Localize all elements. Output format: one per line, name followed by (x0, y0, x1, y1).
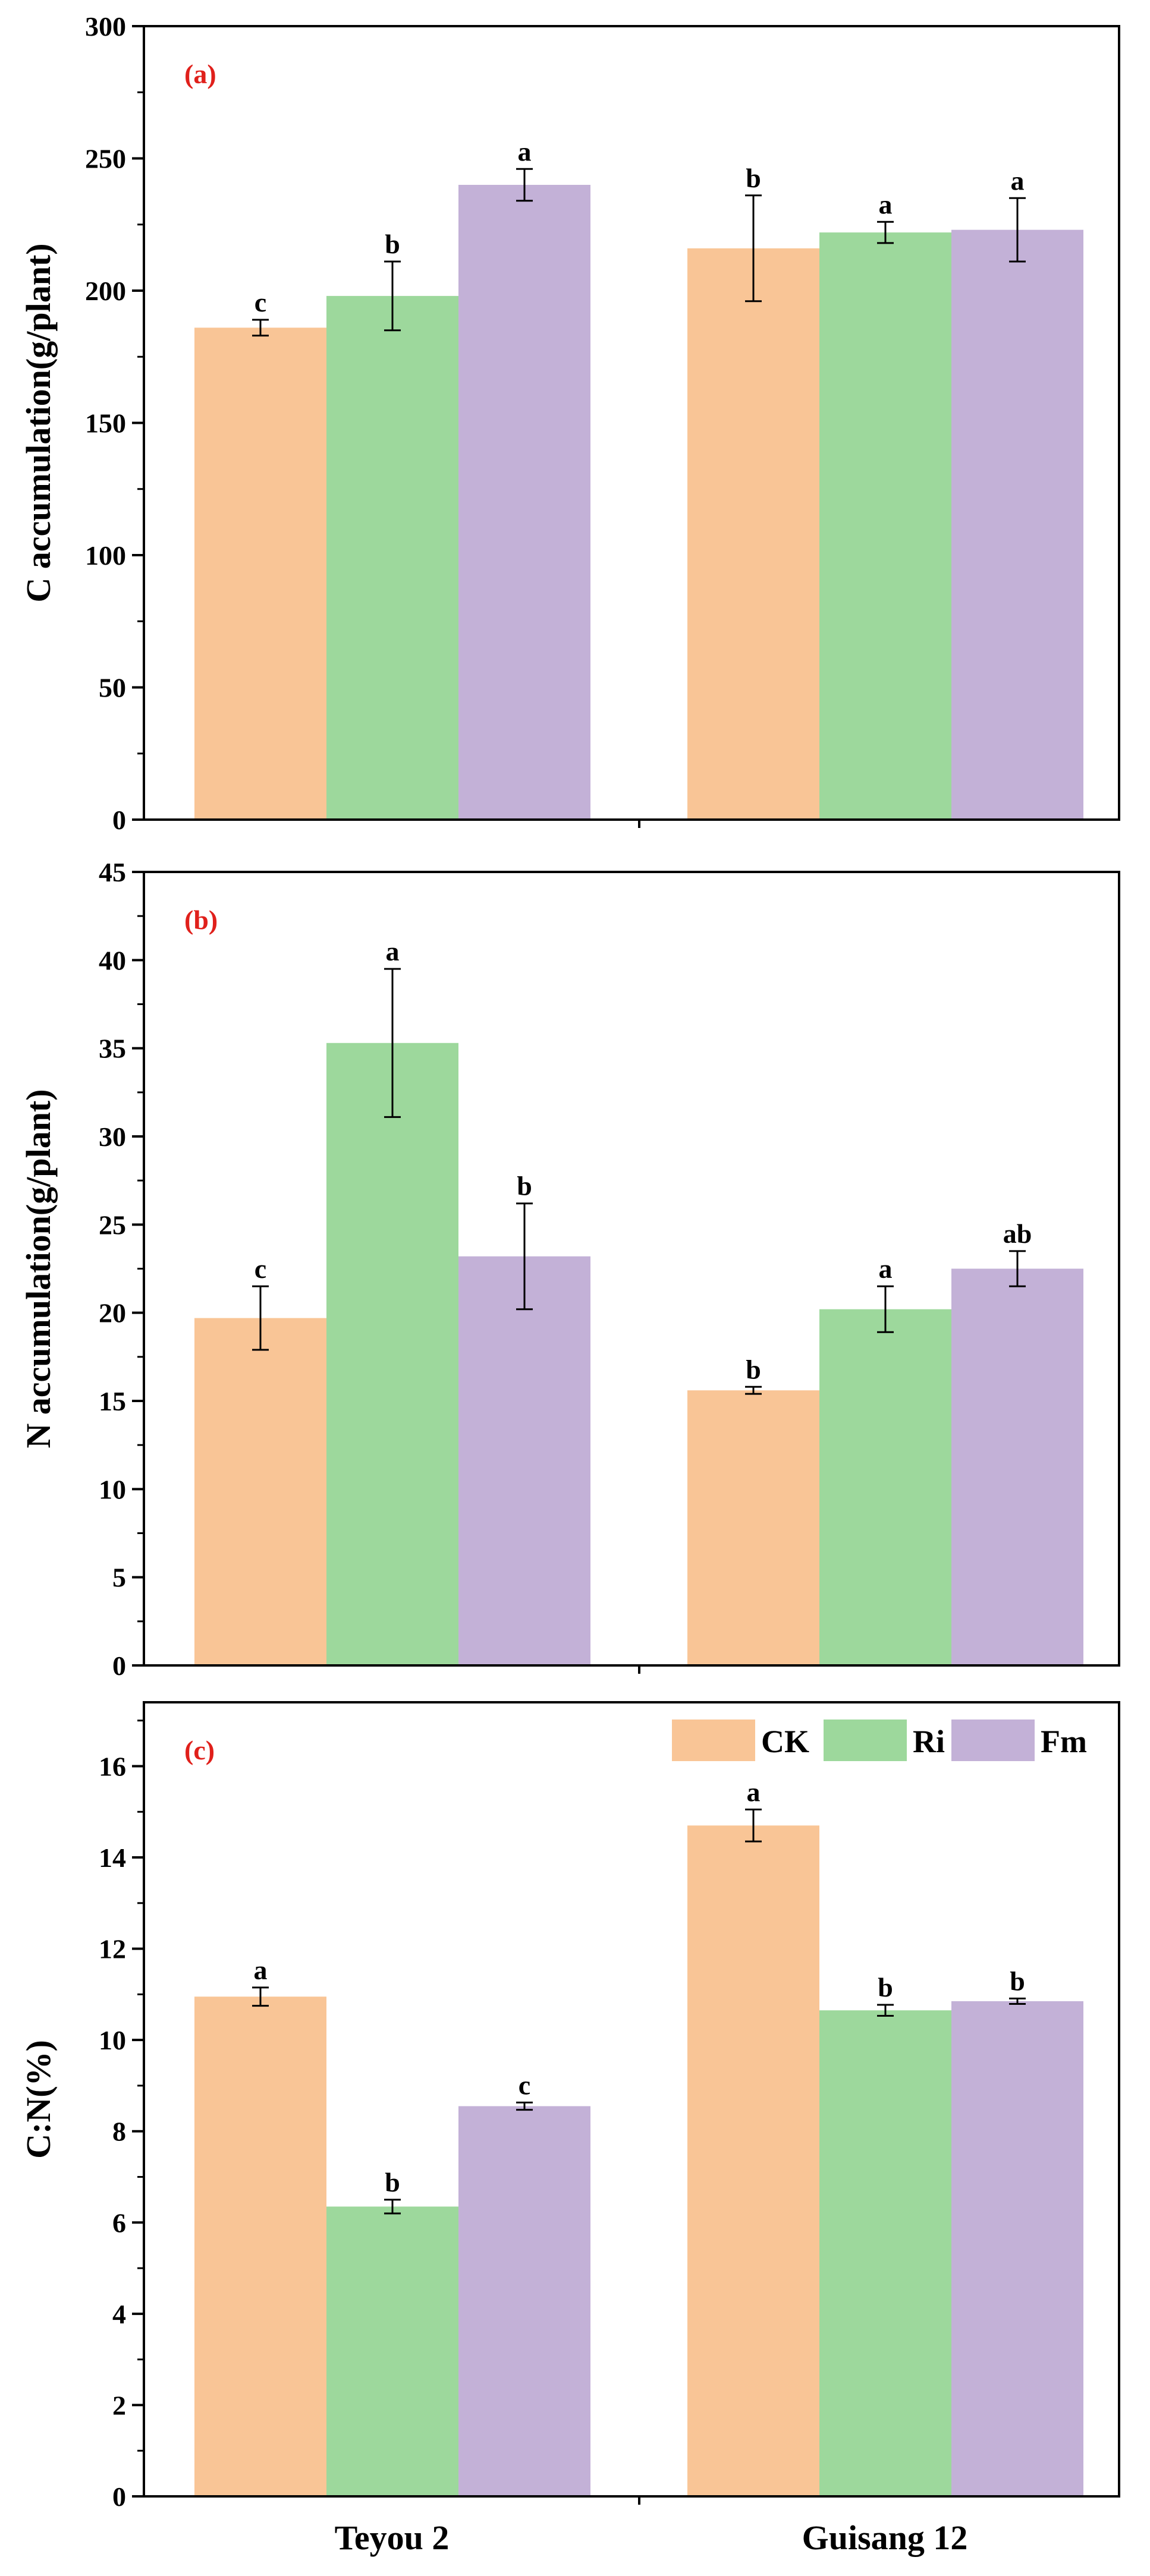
panel-c-bar-fm-0 (458, 2106, 590, 2496)
panel-a-sig-letter-ri-1: a (879, 189, 893, 219)
panel-b-bar-ck-1 (687, 1390, 819, 1665)
panel-b-ytick-label-8: 40 (99, 945, 126, 975)
panel-a-bar-ri-0 (326, 295, 458, 820)
panel-b-sig-letter-ri-0: a (386, 936, 400, 966)
panel-a-sig-letter-fm-0: a (518, 136, 532, 166)
panel-a-sig-letter-ck-1: b (746, 163, 761, 193)
panel-a-ylabel: C accumulation(g/plant) (19, 243, 58, 602)
x-category-label-0: Teyou 2 (335, 2518, 450, 2557)
panel-a-ytick-label-6: 300 (85, 11, 126, 42)
panel-c-bar-ck-0 (194, 1996, 326, 2496)
panel-b-sig-letter-ck-0: c (254, 1254, 266, 1284)
legend-label-ck: CK (761, 1724, 809, 1759)
panel-b-ytick-label-4: 20 (99, 1298, 126, 1328)
legend-swatch-ck (672, 1720, 755, 1761)
panel-a-tag: (a) (184, 59, 216, 89)
panel-a-ytick-label-1: 50 (99, 673, 126, 703)
panel-b-ytick-label-3: 15 (99, 1386, 126, 1416)
panel-b-ytick-label-5: 25 (99, 1210, 126, 1240)
panel-c-ytick-label-2: 4 (112, 2299, 126, 2329)
panel-b-sig-letter-fm-1: ab (1003, 1218, 1032, 1249)
panel-b-bar-ri-0 (326, 1043, 458, 1665)
panel-c-ytick-label-7: 14 (99, 1843, 126, 1873)
panel-a-ytick-label-5: 250 (85, 144, 126, 174)
panel-c-sig-letter-ck-0: a (254, 1955, 268, 1985)
panel-a-sig-letter-ri-0: b (385, 229, 400, 259)
panel-b-ytick-label-7: 35 (99, 1034, 126, 1064)
panel-b-ytick-label-1: 5 (112, 1563, 126, 1593)
panel-c-bar-fm-1 (951, 2001, 1083, 2496)
panel-c-sig-letter-fm-0: c (519, 2070, 530, 2100)
panel-c-sig-letter-ri-1: b (878, 1972, 893, 2002)
panel-b-tag: (b) (184, 905, 218, 935)
panel-c-sig-letter-fm-1: b (1010, 1966, 1025, 1996)
panel-c-ytick-label-8: 16 (99, 1751, 126, 1781)
legend-label-ri: Ri (913, 1724, 945, 1759)
panel-b-bar-ri-1 (819, 1309, 951, 1665)
panel-b-sig-letter-ck-1: b (746, 1354, 761, 1384)
legend-label-fm: Fm (1041, 1724, 1087, 1759)
panel-c-ylabel: C:N(%) (19, 2040, 58, 2159)
panel-c-sig-letter-ri-0: b (385, 2167, 400, 2197)
panel-a-sig-letter-fm-1: a (1011, 165, 1025, 196)
panel-a-bar-ri-1 (819, 232, 951, 820)
panel-b-ytick-label-2: 10 (99, 1474, 126, 1504)
panel-a-bar-fm-1 (951, 229, 1083, 820)
panel-b-ylabel: N accumulation(g/plant) (19, 1089, 58, 1448)
x-category-label-1: Guisang 12 (802, 2518, 968, 2557)
panel-b-ytick-label-9: 45 (99, 857, 126, 887)
panel-c-bar-ck-1 (687, 1825, 819, 2496)
panel-c-frame (143, 1701, 1120, 2498)
panel-b-bar-fm-1 (951, 1268, 1083, 1665)
panel-c-ytick-label-6: 12 (99, 1934, 126, 1964)
panel-b-bar-fm-0 (458, 1256, 590, 1665)
panel-c-sig-letter-ck-1: a (747, 1777, 761, 1807)
panel-a-bar-ck-1 (687, 248, 819, 820)
legend-swatch-fm (951, 1720, 1035, 1761)
panel-c-bar-ri-0 (326, 2206, 458, 2496)
legend-swatch-ri (824, 1720, 907, 1761)
panel-c-ytick-label-4: 8 (112, 2117, 126, 2147)
panel-a-bar-ck-0 (194, 327, 326, 820)
panel-b-sig-letter-ri-1: a (879, 1254, 893, 1284)
panel-a-ytick-label-4: 200 (85, 276, 126, 306)
panel-c-ytick-label-3: 6 (112, 2207, 126, 2238)
panel-a-ytick-label-2: 100 (85, 540, 126, 571)
panel-c-ytick-label-5: 10 (99, 2025, 126, 2055)
panel-c-ytick-label-1: 2 (112, 2390, 126, 2420)
panel-b-ytick-label-0: 0 (112, 1651, 126, 1681)
panel-c-ytick-label-0: 0 (112, 2481, 126, 2512)
panel-c-bar-ri-1 (819, 2010, 951, 2496)
panel-a-bar-fm-0 (458, 185, 590, 820)
panel-b-sig-letter-fm-0: b (517, 1171, 532, 1201)
panel-a-sig-letter-ck-0: c (254, 287, 266, 317)
panel-b-bar-ck-0 (194, 1318, 326, 1665)
panel-b-ytick-label-6: 30 (99, 1122, 126, 1152)
panel-a-ytick-label-3: 150 (85, 408, 126, 439)
panel-a-ytick-label-0: 0 (112, 805, 126, 835)
panel-c-tag: (c) (184, 1735, 215, 1765)
